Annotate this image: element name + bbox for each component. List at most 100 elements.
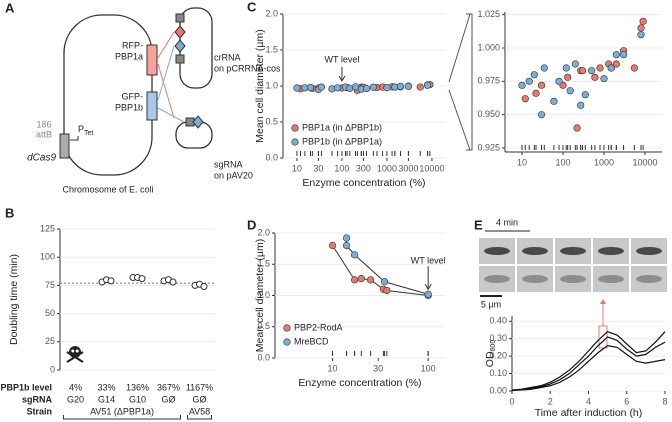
point [577, 101, 585, 109]
y-axis-title-sub: 600 [490, 340, 497, 352]
point [607, 64, 615, 72]
point [369, 83, 377, 91]
attb-label: attB [36, 129, 52, 139]
y-tick-label: 0.00 [489, 385, 507, 395]
attb-label: 186 [36, 119, 51, 129]
y-tick-label: 2.0 [265, 8, 278, 18]
x-tick-label: 4 [586, 396, 591, 406]
legend-marker [291, 138, 299, 146]
crrna-label: crRNA [214, 52, 241, 62]
y-tick-label: 1.0 [265, 80, 278, 90]
point [573, 124, 581, 132]
point [550, 97, 558, 105]
gfp-label: GFP- [122, 91, 144, 101]
point [596, 64, 604, 72]
point [424, 290, 432, 298]
link [157, 45, 175, 101]
strain-label: AV58 [189, 406, 210, 416]
y-tick-label: 0.10 [489, 368, 507, 378]
point [342, 234, 351, 242]
point [521, 95, 529, 103]
legend-label: PBP1a (in ΔPBP1b) [302, 122, 382, 132]
y-tick-label: 0.0 [257, 352, 270, 362]
x-axis-title: Enzyme concentration (%) [302, 177, 425, 189]
point [555, 77, 563, 85]
x-tick-label: 10000 [419, 163, 444, 173]
scale-bar-label: 5 µm [481, 299, 501, 309]
promoter-label: PTet [78, 124, 93, 136]
strain-label: AV51 (ΔPBP1a) [90, 406, 154, 416]
sgrna-label: on pAV20 [214, 170, 253, 180]
x-tick-label: 10000 [632, 157, 657, 167]
point [532, 89, 540, 97]
point [423, 81, 432, 89]
strain-bracket [63, 415, 181, 420]
cell [484, 247, 510, 255]
y-axis-title: OD [484, 351, 496, 367]
cell [560, 247, 586, 255]
point [293, 84, 301, 92]
cell [636, 247, 662, 255]
point [566, 87, 574, 95]
icon [175, 54, 185, 64]
annotation: WT level [325, 54, 360, 64]
point [317, 83, 326, 91]
panel-a: A 186 attB PTet dCas9 RFP- PBP1a GFP- PB… [5, 0, 281, 194]
y-tick-label: 0.40 [489, 316, 507, 326]
gfp-label: PBP1b [115, 102, 143, 112]
series-line [346, 238, 429, 295]
chromosome-label: Chromosome of E. coli [62, 184, 153, 194]
row-label: PBP1b level [0, 382, 52, 392]
y-tick-label: 2.0 [257, 227, 270, 237]
x-tick-label: 2 [548, 396, 553, 406]
point [342, 241, 351, 250]
crrna-label: on pCRRNA-cos [214, 63, 281, 73]
promoter-sub: Tet [84, 130, 93, 137]
y-tick-label: 0.925 [477, 142, 500, 152]
point [383, 286, 391, 295]
panel-label: D [247, 217, 256, 232]
point [416, 83, 424, 91]
y-axis-title: Doubling time (min) [8, 254, 20, 345]
od-curve [511, 331, 666, 391]
rfp-label: RFP- [122, 40, 143, 50]
cell [522, 247, 548, 255]
y-tick-label: 0.0 [265, 152, 278, 162]
legend-marker [283, 324, 291, 332]
dot [169, 278, 177, 286]
panel-label: A [5, 0, 15, 15]
point [578, 67, 587, 75]
sgrna-label: G14 [98, 394, 115, 404]
y-axis-title: OD600 [484, 340, 497, 368]
x-tick-label: 0 [509, 396, 514, 406]
zoom-bracket [448, 13, 473, 151]
x-axis-title: Time after induction (h) [535, 407, 643, 419]
sgrna-label: G20 [67, 394, 84, 404]
gfp-gene [146, 91, 158, 121]
y-tick-label: 1.5 [257, 259, 270, 269]
point [630, 64, 638, 72]
x-tick-label: 367% [157, 382, 180, 392]
point [362, 84, 371, 93]
promoter-arrow [70, 136, 79, 141]
row-label: Strain [26, 406, 52, 416]
od-curve [511, 336, 666, 391]
legend-label: PBP2-RodA [294, 322, 343, 332]
x-tick-label: 100 [555, 157, 570, 167]
y-tick-label: 1.5 [265, 44, 278, 54]
y-tick-label: 50 [45, 308, 55, 318]
link [157, 63, 175, 119]
x-tick-label: 30 [313, 163, 323, 173]
point [612, 51, 620, 59]
y-tick-label: 1.0 [257, 290, 270, 300]
point [404, 82, 413, 90]
point [637, 31, 645, 39]
point [540, 64, 548, 72]
time-bar-label: 4 min [496, 217, 518, 227]
icon [175, 13, 185, 23]
point [612, 60, 620, 68]
link [157, 31, 175, 59]
point [380, 278, 389, 286]
